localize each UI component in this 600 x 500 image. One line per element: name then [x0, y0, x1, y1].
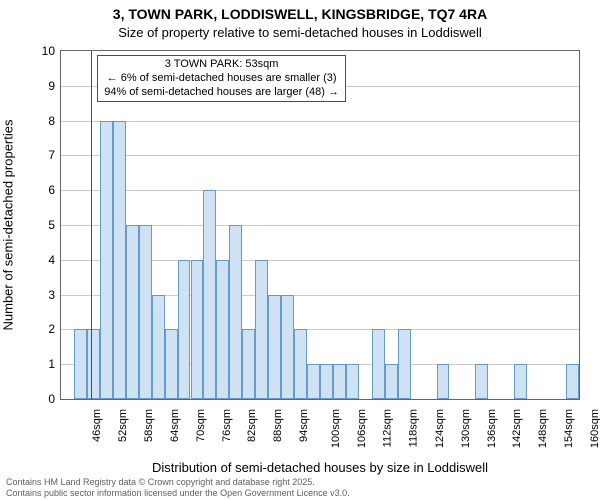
x-tick-label: 130sqm — [460, 409, 472, 448]
x-tick-label: 76sqm — [221, 409, 233, 442]
y-tick-label: 1 — [25, 357, 55, 371]
x-tick-label: 100sqm — [330, 409, 342, 448]
x-tick-label: 148sqm — [537, 409, 549, 448]
y-tick-label: 2 — [25, 322, 55, 336]
y-tick-label: 0 — [25, 392, 55, 406]
histogram-bar — [475, 364, 488, 399]
histogram-bar — [320, 364, 333, 399]
plot-area: 3 TOWN PARK: 53sqm← 6% of semi-detached … — [60, 50, 580, 400]
histogram-bar — [152, 295, 165, 399]
x-tick-label: 112sqm — [381, 409, 393, 447]
x-tick-label: 154sqm — [563, 409, 575, 448]
annotation-line: ← 6% of semi-detached houses are smaller… — [104, 72, 339, 86]
x-tick-label: 94sqm — [298, 409, 310, 442]
histogram-bar — [372, 329, 385, 399]
histogram-bar — [385, 364, 398, 399]
x-tick-label: 64sqm — [169, 409, 181, 442]
x-tick-label: 52sqm — [117, 409, 129, 442]
y-tick-label: 6 — [25, 183, 55, 197]
histogram-bar — [294, 329, 307, 399]
histogram-bar — [216, 260, 229, 399]
x-tick-label: 70sqm — [195, 409, 207, 442]
annotation-box: 3 TOWN PARK: 53sqm← 6% of semi-detached … — [97, 55, 346, 102]
x-tick-label: 58sqm — [143, 409, 155, 442]
histogram-bar — [178, 260, 191, 399]
gridline — [61, 190, 579, 191]
y-tick-label: 8 — [25, 114, 55, 128]
histogram-bar — [203, 190, 216, 399]
gridline — [61, 155, 579, 156]
x-tick-label: 46sqm — [91, 409, 103, 442]
x-tick-label: 136sqm — [486, 409, 498, 448]
x-tick-label: 118sqm — [407, 409, 419, 447]
y-tick-label: 10 — [25, 44, 55, 58]
histogram-bar — [242, 329, 255, 399]
histogram-bar — [346, 364, 359, 399]
chart-title-line1: 3, TOWN PARK, LODDISWELL, KINGSBRIDGE, T… — [0, 6, 600, 22]
gridline — [61, 121, 579, 122]
x-tick-label: 124sqm — [434, 409, 446, 448]
footer-line2: Contains public sector information licen… — [6, 488, 350, 498]
histogram-bar — [437, 364, 450, 399]
histogram-bar — [268, 295, 281, 399]
x-tick-label: 160sqm — [589, 409, 600, 448]
histogram-bar — [126, 225, 139, 399]
annotation-line: 3 TOWN PARK: 53sqm — [104, 58, 339, 72]
x-axis-label: Distribution of semi-detached houses by … — [60, 460, 580, 475]
y-axis-label: Number of semi-detached properties — [1, 120, 16, 331]
histogram-bar — [307, 364, 320, 399]
y-tick-label: 5 — [25, 218, 55, 232]
histogram-bar — [191, 260, 204, 399]
x-tick-label: 106sqm — [356, 409, 368, 448]
y-tick-label: 3 — [25, 288, 55, 302]
histogram-bar — [398, 329, 411, 399]
histogram-bar — [139, 225, 152, 399]
annotation-line: 94% of semi-detached houses are larger (… — [104, 86, 339, 100]
footer-attribution: Contains HM Land Registry data © Crown c… — [6, 477, 350, 498]
histogram-chart: 3, TOWN PARK, LODDISWELL, KINGSBRIDGE, T… — [0, 0, 600, 500]
histogram-bar — [281, 295, 294, 399]
histogram-bar — [74, 329, 87, 399]
histogram-bar — [566, 364, 579, 399]
histogram-bar — [333, 364, 346, 399]
reference-marker — [91, 51, 92, 399]
histogram-bar — [113, 121, 126, 399]
chart-title-line2: Size of property relative to semi-detach… — [0, 25, 600, 40]
histogram-bar — [229, 225, 242, 399]
y-tick-label: 7 — [25, 148, 55, 162]
x-tick-label: 142sqm — [512, 409, 524, 448]
histogram-bar — [100, 121, 113, 399]
histogram-bar — [514, 364, 527, 399]
footer-line1: Contains HM Land Registry data © Crown c… — [6, 477, 350, 487]
histogram-bar — [255, 260, 268, 399]
histogram-bar — [87, 329, 100, 399]
x-tick-label: 82sqm — [246, 409, 258, 442]
x-tick-label: 88sqm — [272, 409, 284, 442]
y-tick-label: 4 — [25, 253, 55, 267]
y-tick-label: 9 — [25, 79, 55, 93]
histogram-bar — [165, 329, 178, 399]
